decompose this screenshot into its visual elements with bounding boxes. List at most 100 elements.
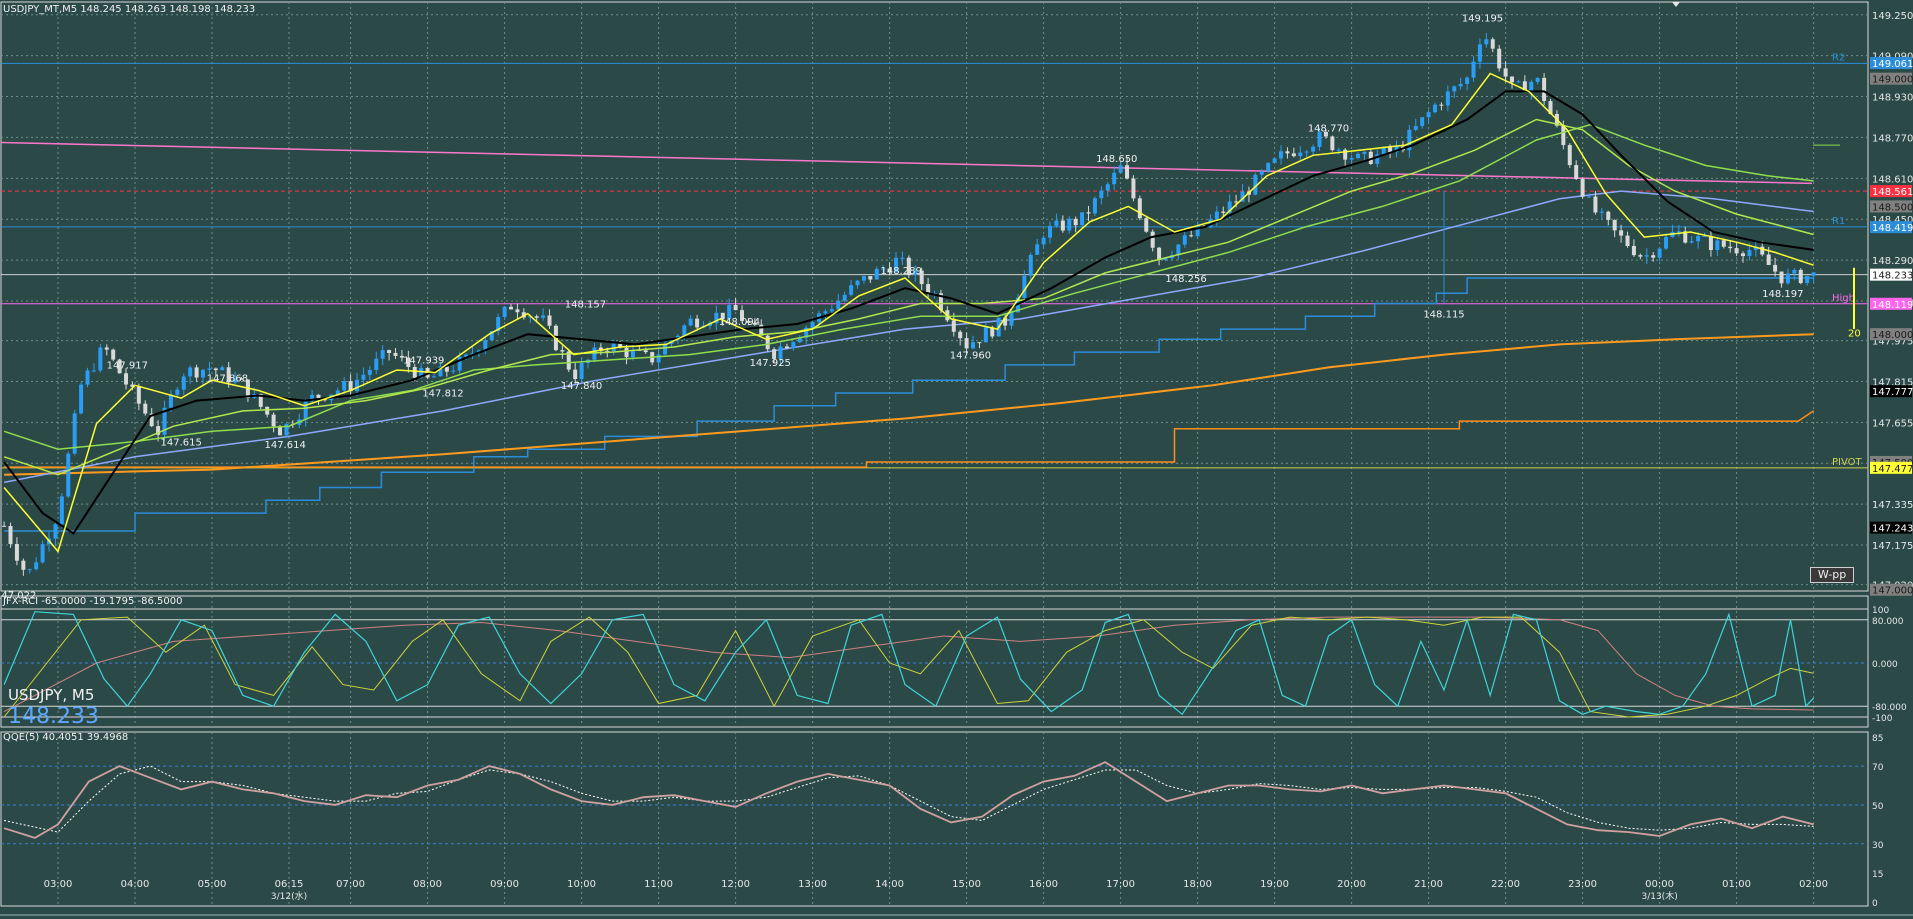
candle-body <box>1548 101 1553 114</box>
candle-body <box>1426 112 1431 118</box>
candle-body <box>233 378 238 383</box>
x-tick-label: 04:00 <box>121 879 150 890</box>
price-tag: 149.000 <box>1872 75 1913 86</box>
candle-body <box>489 331 494 341</box>
candle-body <box>1542 77 1547 102</box>
candle-body <box>1811 272 1816 276</box>
qqe-tick-label: 0 <box>1872 899 1878 909</box>
price-tag: 148.119 <box>1872 300 1913 311</box>
candle-body <box>804 327 809 338</box>
candle-body <box>59 496 64 525</box>
candle-body <box>605 350 610 352</box>
qqe-header: QQE(5) 40.4051 39.4968 <box>3 732 129 743</box>
candle-body <box>1240 191 1245 202</box>
candle-body <box>1054 220 1059 226</box>
ma-xlong-line <box>4 333 1814 476</box>
price-tag: 147.477 <box>1872 464 1913 475</box>
qqe-tick-label: 70 <box>1872 763 1884 773</box>
candle-body <box>823 311 828 314</box>
price-annotation: 148.289 <box>880 266 921 277</box>
candle-body <box>906 257 911 275</box>
candle-body <box>14 543 19 561</box>
candle-body <box>887 268 892 273</box>
candle-body <box>791 342 796 349</box>
rci-tick-label: 100 <box>1872 606 1889 616</box>
candle-body <box>1644 255 1649 257</box>
candle-body <box>778 346 783 359</box>
candle-body <box>457 356 462 371</box>
candle-body <box>1657 248 1662 258</box>
candle-body <box>964 338 969 349</box>
price-tag: 147.777 <box>1872 387 1913 398</box>
candle-body <box>1291 153 1296 157</box>
candle-body <box>1465 77 1470 84</box>
candle-body <box>367 369 372 375</box>
price-annotation: 147.614 <box>264 440 305 451</box>
candle-body <box>1356 153 1361 159</box>
wpp-button[interactable]: W-pp <box>1810 567 1854 583</box>
candle-body <box>1612 219 1617 231</box>
candle-body <box>1298 152 1303 157</box>
pink-ma-line <box>0 141 1813 185</box>
candle-body <box>541 315 546 318</box>
candle-body <box>1413 126 1418 130</box>
ma-slow-line <box>3 118 1814 476</box>
candle-body <box>316 394 321 399</box>
price-annotation: 147.615 <box>161 437 202 448</box>
candle-body <box>1689 241 1694 243</box>
candle-body <box>1073 218 1078 226</box>
candle-body <box>1497 48 1502 69</box>
candle-body <box>1144 218 1149 232</box>
candle-body <box>624 347 629 358</box>
candle-body <box>1721 240 1726 247</box>
candle-body <box>772 349 777 359</box>
candle-body <box>573 369 578 380</box>
candle-body <box>201 369 206 378</box>
candle-body <box>1394 146 1399 153</box>
candle-body <box>521 312 526 318</box>
candle-body <box>1015 297 1020 313</box>
x-tick-label: 10:00 <box>567 879 596 890</box>
range-bracket-label: 20 <box>1848 329 1861 340</box>
candle-body <box>387 350 392 353</box>
price-tag: 147.000 <box>1872 586 1913 597</box>
candle-body <box>714 312 719 324</box>
candle-body <box>399 355 404 358</box>
candle-body <box>8 525 13 544</box>
candle-body <box>1375 154 1380 164</box>
price-annotation: 148.770 <box>1308 123 1349 134</box>
candle-body <box>1452 86 1457 92</box>
x-tick-label: 02:00 <box>1799 879 1828 890</box>
price-tag-bg <box>1870 185 1912 198</box>
candle-body <box>66 453 71 497</box>
candle-body <box>34 562 39 570</box>
candle-body <box>1253 174 1258 195</box>
candle-body <box>797 337 802 343</box>
candle-body <box>938 293 943 311</box>
candle-body <box>560 350 565 352</box>
candle-body <box>861 276 866 281</box>
candle-body <box>1561 125 1566 146</box>
candle-body <box>579 362 584 380</box>
candle-body <box>913 270 918 275</box>
candle-body <box>663 343 668 355</box>
candle-body <box>515 309 520 313</box>
candle-body <box>1631 245 1636 256</box>
step-orange_step <box>4 410 1815 468</box>
candle-body <box>1118 165 1123 173</box>
candle-body <box>566 351 571 370</box>
candle-body <box>656 354 661 363</box>
candle-body <box>900 257 905 259</box>
candle-body <box>1747 249 1752 257</box>
x-tick-label: 12:00 <box>721 879 750 890</box>
candle-body <box>1323 131 1328 137</box>
price-annotation: 149.195 <box>1462 14 1503 25</box>
x-tick-label: 07:00 <box>336 879 365 890</box>
candle-body <box>374 358 379 370</box>
candle-body <box>194 367 199 378</box>
candle-body <box>1715 240 1720 251</box>
ma-long-line <box>3 190 1814 484</box>
candle-body <box>1599 211 1604 213</box>
candle-body <box>784 346 789 349</box>
